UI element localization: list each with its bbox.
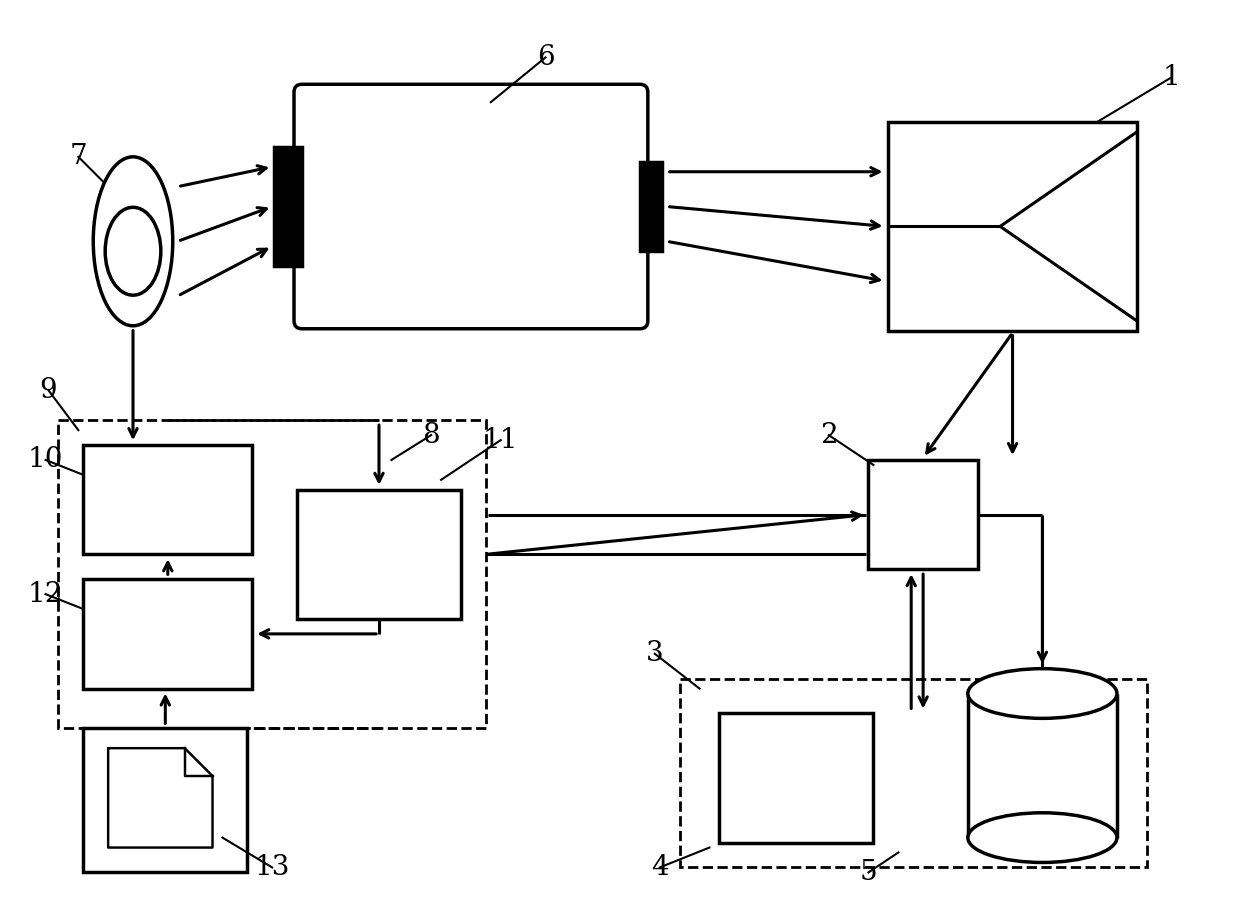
Bar [298,490,461,619]
Text: 2: 2 [820,422,837,449]
Text: 13: 13 [254,854,290,881]
Bar [680,679,1147,867]
Bar [888,122,1137,330]
Ellipse shape [968,669,1117,719]
Bar [83,445,252,555]
FancyBboxPatch shape [294,84,647,329]
Text: 10: 10 [27,446,63,473]
Bar [640,162,662,252]
Ellipse shape [105,207,161,295]
Text: 8: 8 [423,422,440,449]
Ellipse shape [93,157,172,326]
Text: 11: 11 [484,426,518,453]
Bar [83,729,247,872]
Text: 7: 7 [69,143,87,170]
Text: 9: 9 [40,376,57,404]
Text: 5: 5 [859,859,877,886]
Text: 3: 3 [646,640,663,667]
Text: 4: 4 [651,854,668,881]
Bar [58,420,486,729]
Text: 6: 6 [537,44,554,71]
Ellipse shape [968,813,1117,862]
Bar [83,579,252,689]
Bar [868,460,978,569]
Text: 12: 12 [27,581,63,607]
Bar [719,713,873,843]
Text: 1: 1 [1163,64,1180,90]
Bar [274,147,303,266]
